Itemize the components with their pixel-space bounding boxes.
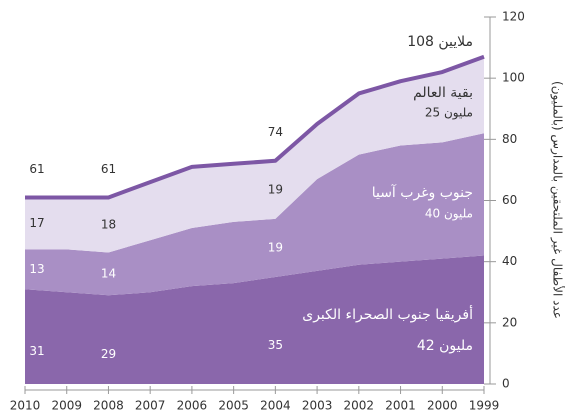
x-tick-label: 2004 — [260, 399, 291, 413]
value-label: 31 — [29, 344, 44, 358]
y-tick-label: 80 — [502, 132, 517, 146]
series-name: بقية العالم — [413, 85, 473, 101]
x-tick-label: 2000 — [427, 399, 458, 413]
series-name: جنوب وغرب آسيا — [372, 184, 473, 201]
x-tick-label: 2002 — [344, 399, 375, 413]
total-annotation: 108 ملايين — [407, 34, 473, 50]
y-tick-label: 20 — [502, 315, 517, 329]
y-axis-label: عدد الأطفال غير الملتحقين بالمدارس (بالم… — [550, 81, 566, 319]
series-name: أفريقيا جنوب الصحراء الكبرى — [302, 305, 473, 323]
value-label: 14 — [101, 266, 116, 280]
value-label: 17 — [29, 216, 44, 230]
series-total: 40 مليون — [425, 207, 473, 222]
y-tick-label: 120 — [502, 10, 525, 24]
value-label: 29 — [101, 347, 116, 361]
x-tick-label: 2001 — [385, 399, 416, 413]
x-tick-label: 2008 — [93, 399, 124, 413]
value-label: 19 — [268, 240, 283, 254]
y-tick-label: 40 — [502, 254, 517, 268]
x-tick-label: 2006 — [177, 399, 208, 413]
value-label: 13 — [29, 262, 44, 276]
x-tick-label: 2005 — [218, 399, 249, 413]
x-tick-label: 1999 — [469, 399, 500, 413]
y-tick-label: 60 — [502, 193, 517, 207]
x-tick-label: 2010 — [10, 399, 41, 413]
x-tick-label: 2003 — [302, 399, 333, 413]
total-label: 61 — [29, 162, 44, 176]
series-total: 42 مليون — [417, 338, 473, 354]
total-label: 74 — [268, 125, 283, 139]
x-tick-label: 2009 — [51, 399, 82, 413]
value-label: 19 — [268, 182, 283, 196]
total-label: 61 — [101, 162, 116, 176]
x-tick-label: 2007 — [135, 399, 166, 413]
area — [25, 255, 484, 384]
area — [25, 133, 484, 296]
value-label: 18 — [101, 217, 116, 231]
y-tick-label: 0 — [502, 377, 510, 391]
area — [25, 56, 484, 253]
total-line — [25, 54, 485, 200]
series-total: 25 مليون — [425, 106, 473, 121]
value-label: 35 — [268, 338, 283, 352]
y-tick-label: 100 — [502, 71, 525, 85]
